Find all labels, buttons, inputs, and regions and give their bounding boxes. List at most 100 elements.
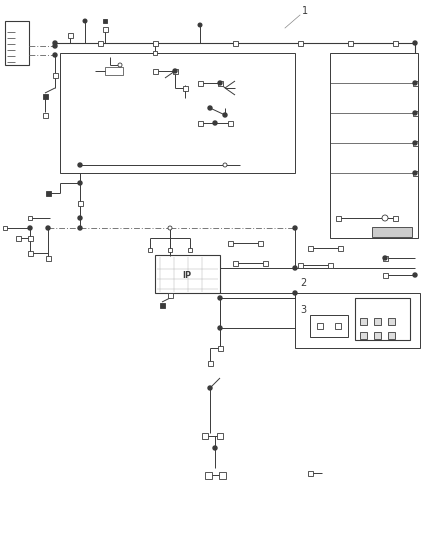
Circle shape [78,181,82,185]
Bar [372,227,412,237]
Bar [3,226,7,230]
Circle shape [118,63,122,67]
Circle shape [218,81,222,85]
Bar [227,120,233,125]
Bar [335,323,341,329]
Bar [295,293,420,348]
Circle shape [293,291,297,295]
Bar [103,19,107,23]
Bar [413,141,417,146]
Circle shape [46,226,50,230]
Bar [219,472,226,479]
Bar [262,261,268,265]
Bar [382,272,388,278]
Bar [188,248,192,252]
Bar [202,433,208,439]
Bar [159,303,165,308]
Circle shape [28,226,32,230]
Bar [388,318,395,325]
Bar [413,80,417,85]
Bar [392,215,398,221]
Bar [78,200,82,206]
Circle shape [208,106,212,110]
Text: 1: 1 [302,6,308,16]
Bar [53,72,57,77]
Bar [5,21,29,65]
Bar [355,298,410,340]
Circle shape [413,141,417,145]
Circle shape [168,226,172,230]
Bar [98,41,102,45]
Circle shape [53,53,57,57]
Bar [28,216,32,220]
Circle shape [218,296,222,300]
Bar [183,85,187,91]
Bar [152,41,158,45]
Bar [307,471,312,475]
Circle shape [78,226,82,230]
Circle shape [413,81,417,85]
Bar [413,110,417,116]
Circle shape [213,121,217,125]
Bar [205,472,212,479]
Text: 3: 3 [300,305,306,315]
Bar [388,332,395,338]
Circle shape [223,163,227,167]
Bar [374,318,381,325]
Bar [152,69,158,74]
Bar [218,345,223,351]
Bar [42,112,47,117]
Circle shape [78,163,82,167]
Bar [167,293,173,297]
Bar [198,120,202,125]
Bar [360,332,367,338]
Circle shape [53,44,57,48]
Circle shape [173,69,177,73]
Bar [173,69,177,74]
Circle shape [213,446,217,450]
Circle shape [223,113,227,117]
Circle shape [218,326,222,330]
Bar [392,41,398,45]
Bar [217,433,223,439]
Bar [360,318,367,325]
Bar [15,236,21,240]
Bar [42,93,47,99]
Bar [67,33,73,37]
Bar [317,323,323,329]
Circle shape [293,266,297,270]
Bar [307,246,312,251]
Bar [233,41,237,45]
Text: IP: IP [183,271,191,280]
Bar [328,262,332,268]
Circle shape [208,386,212,390]
Bar [218,80,223,85]
Bar [297,262,303,268]
Text: 2: 2 [300,278,306,288]
Bar [46,255,50,261]
Bar [297,41,303,45]
Bar [105,67,123,75]
Bar [233,261,237,265]
Bar [227,240,233,246]
Bar [60,53,295,173]
Bar [102,27,107,31]
Circle shape [198,23,202,27]
Bar [148,248,152,252]
Bar [258,240,262,246]
Bar [310,315,348,337]
Circle shape [83,19,87,23]
Bar [347,41,353,45]
Circle shape [382,215,388,221]
Circle shape [413,171,417,175]
Bar [28,236,32,240]
Circle shape [413,41,417,45]
Circle shape [53,41,57,45]
Bar [168,248,172,252]
Bar [338,246,343,251]
Bar [413,171,417,175]
Bar [28,251,32,255]
Bar [153,51,157,55]
Circle shape [413,273,417,277]
Bar [336,215,340,221]
